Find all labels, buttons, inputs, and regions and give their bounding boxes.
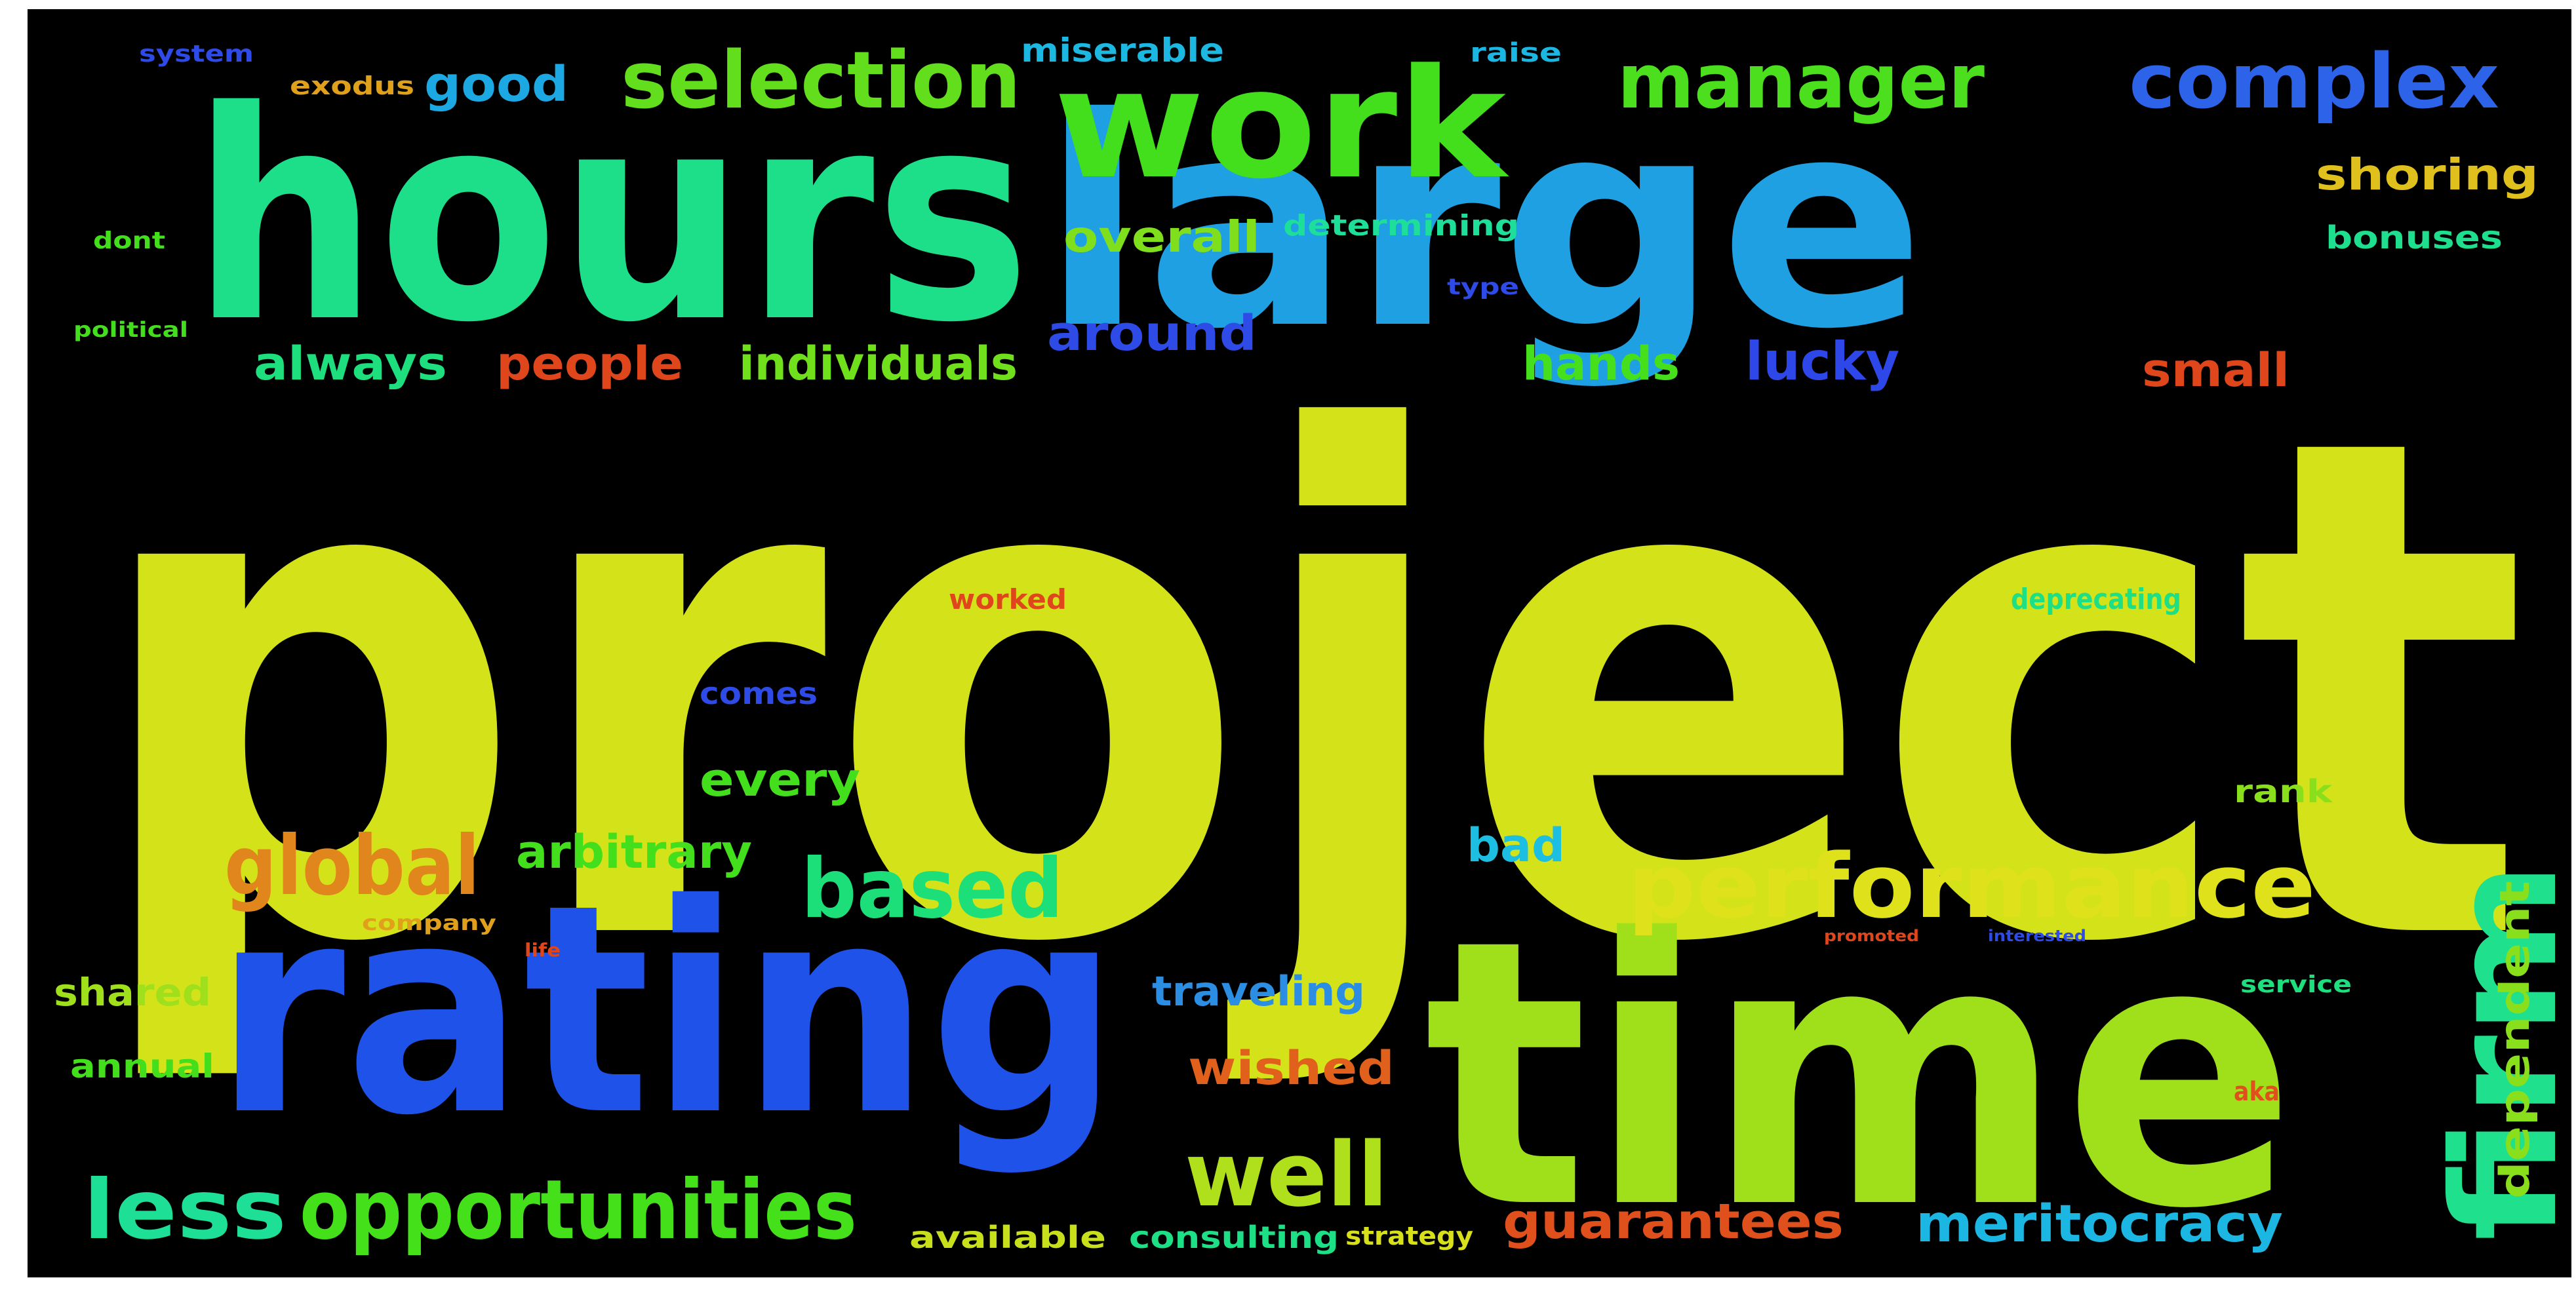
word-annual: annual xyxy=(70,1047,214,1085)
word-selection: selection xyxy=(621,35,1021,126)
word-determining: determining xyxy=(1283,209,1519,243)
word-rating: rating xyxy=(214,843,1119,1178)
word-guarantees: guarantees xyxy=(1503,1194,1844,1250)
word-hours: hours xyxy=(191,50,1031,385)
word-system: system xyxy=(139,41,254,68)
word-less: less xyxy=(83,1163,287,1258)
word-dont: dont xyxy=(93,227,165,254)
word-complex: complex xyxy=(2129,38,2499,126)
word-time: time xyxy=(1424,862,2296,1277)
word-lucky: lucky xyxy=(1745,331,1899,392)
word-life: life xyxy=(525,939,561,961)
word-wished: wished xyxy=(1188,1041,1395,1095)
word-strategy: strategy xyxy=(1345,1222,1473,1251)
word-cloud-canvas: project hours large rating time work fir… xyxy=(54,31,2571,1277)
word-overall: overall xyxy=(1063,212,1260,262)
word-comes: comes xyxy=(700,676,818,711)
word-company: company xyxy=(362,910,496,935)
word-miserable: miserable xyxy=(1021,31,1224,69)
word-every: every xyxy=(700,753,860,807)
word-traveling: traveling xyxy=(1152,967,1365,1015)
word-work: work xyxy=(1054,37,1509,212)
word-bonuses: bonuses xyxy=(2326,220,2503,256)
word-promoted: promoted xyxy=(1824,927,1919,945)
word-large: large xyxy=(1040,56,1926,392)
word-political: political xyxy=(73,317,188,342)
word-opportunities: opportunities xyxy=(300,1163,857,1258)
word-meritocracy: meritocracy xyxy=(1916,1195,2283,1254)
word-hands: hands xyxy=(1522,337,1680,391)
word-available: available xyxy=(909,1220,1106,1255)
word-consulting: consulting xyxy=(1129,1220,1339,1255)
word-rank: rank xyxy=(2234,773,2333,810)
word-exodus: exodus xyxy=(290,71,414,100)
word-cloud: project hours large rating time work fir… xyxy=(28,9,2571,1277)
word-raise: raise xyxy=(1470,38,1562,68)
word-around: around xyxy=(1047,305,1257,362)
word-well: well xyxy=(1185,1123,1388,1226)
word-interested: interested xyxy=(1988,927,2086,945)
word-global: global xyxy=(224,819,480,914)
word-good: good xyxy=(424,56,568,113)
word-worked: worked xyxy=(949,583,1067,615)
word-aka: aka xyxy=(2234,1077,2280,1107)
word-service: service xyxy=(2240,971,2352,998)
word-type: type xyxy=(1447,274,1519,300)
word-dependent: dependent xyxy=(2491,881,2539,1199)
word-people: people xyxy=(496,337,683,391)
word-always: always xyxy=(254,337,447,391)
word-shoring: shoring xyxy=(2316,149,2539,200)
word-based: based xyxy=(801,842,1063,937)
word-arbitrary: arbitrary xyxy=(516,825,752,879)
word-bad: bad xyxy=(1467,819,1565,872)
word-performance: performance xyxy=(1627,835,2316,938)
word-firm: firm xyxy=(2421,861,2571,1241)
word-deprecating: deprecating xyxy=(2011,583,2181,616)
word-manager: manager xyxy=(1617,38,1985,126)
word-shared: shared xyxy=(54,970,211,1015)
word-project: project xyxy=(87,291,2529,1093)
word-small: small xyxy=(2142,343,2289,397)
word-individuals: individuals xyxy=(739,337,1018,391)
